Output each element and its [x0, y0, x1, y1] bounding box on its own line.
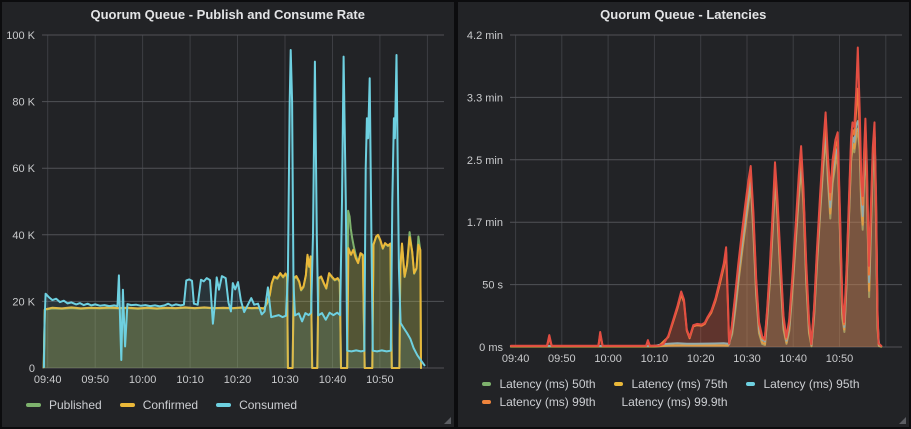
panel-latencies: Quorum Queue - Latencies 09:40 09:50 10:00… [457, 2, 910, 427]
y-tick-label: 20 K [12, 296, 35, 308]
series-area-consumed [43, 50, 425, 368]
legend-swatch [119, 403, 135, 407]
legend-item-published[interactable]: Published [26, 398, 102, 412]
x-tick-label: 10:10 [176, 374, 204, 386]
legend-swatch [481, 400, 492, 404]
x-tick-label: 10:40 [779, 353, 807, 365]
legend-swatch [26, 403, 41, 407]
y-tick-label: 80 K [12, 97, 35, 109]
legend-item-consumed[interactable]: Consumed [216, 398, 297, 412]
x-tick-label: 09:50 [548, 353, 576, 365]
panel-resize-handle[interactable] [899, 417, 906, 424]
x-tick-label: 10:50 [825, 353, 853, 365]
legend-label: Published [49, 398, 102, 412]
legend-swatch [613, 382, 624, 386]
x-tick-label: 10:20 [686, 353, 714, 365]
x-tick-label: 10:30 [271, 374, 299, 386]
legend-label: Latency (ms) 75th [631, 377, 728, 391]
x-tick-label: 10:20 [224, 374, 252, 386]
y-tick-label: 0 ms [479, 342, 503, 354]
legend-item-latency-ms-99-9th[interactable]: Latency (ms) 99.9th [614, 395, 728, 409]
x-tick-label: 10:30 [733, 353, 761, 365]
legend-swatch [745, 382, 756, 386]
x-tick-label: 10:50 [366, 374, 394, 386]
legend-label: Latency (ms) 99.9th [621, 395, 728, 409]
x-tick-label: 09:40 [34, 374, 62, 386]
legend-item-latency-ms-99th[interactable]: Latency (ms) 99th [481, 395, 596, 409]
legend-label: Latency (ms) 50th [499, 377, 596, 391]
latencies-chart[interactable]: 09:40 09:50 10:00 10:10 10:20 10:30 10:40 10:50… [458, 28, 910, 368]
y-tick-label: 100 K [6, 30, 35, 42]
x-tick-label: 10:10 [640, 353, 668, 365]
legend-item-latency-ms-50th[interactable]: Latency (ms) 50th [481, 377, 596, 391]
legend-swatch [481, 382, 492, 386]
x-tick-label: 10:40 [319, 374, 347, 386]
series-line-confirmed [42, 233, 422, 369]
y-tick-label: 4.2 min [466, 30, 502, 42]
x-tick-label: 09:50 [81, 374, 109, 386]
panel-title[interactable]: Quorum Queue - Latencies [600, 7, 767, 22]
x-tick-label: 10:00 [594, 353, 622, 365]
series-area-latency-ms-99-9th [510, 47, 881, 347]
x-tick-label: 09:40 [501, 353, 529, 365]
latencies-legend: Latency (ms) 50th Latency (ms) 75th Latenc… [458, 368, 910, 413]
series-area-confirmed [43, 234, 421, 368]
series-line-latency-ms-99-9th [509, 46, 882, 347]
legend-label: Consumed [239, 398, 298, 412]
y-tick-label: 40 K [12, 230, 35, 242]
legend-label: Latency (ms) 95th [763, 377, 860, 391]
publish-consume-legend: Published Confirmed Consumed [2, 389, 454, 416]
y-tick-label: 50 s [482, 280, 503, 292]
panel-resize-handle[interactable] [443, 417, 451, 424]
y-tick-label: 3.3 min [466, 92, 502, 104]
legend-swatch [216, 403, 232, 407]
series-area-published [43, 210, 421, 368]
series-line-consumed [42, 49, 426, 368]
y-tick-label: 0 [29, 363, 35, 375]
legend-item-confirmed[interactable]: Confirmed [119, 398, 199, 412]
panel-title[interactable]: Quorum Queue - Publish and Consume Rate [90, 7, 365, 22]
legend-label: Confirmed [142, 398, 199, 412]
publish-consume-chart[interactable]: 09:40 09:50 10:00 10:10 10:20 10:30 10:40 10:50… [2, 28, 453, 389]
y-tick-label: 2.5 min [466, 155, 502, 167]
panel-publish-consume-rate: Quorum Queue - Publish and Consume Rate … [2, 2, 454, 427]
legend-item-latency-ms-95th[interactable]: Latency (ms) 95th [745, 377, 860, 391]
y-tick-label: 1.7 min [466, 217, 502, 229]
legend-item-latency-ms-75th[interactable]: Latency (ms) 75th [613, 377, 728, 391]
x-tick-label: 10:00 [129, 374, 157, 386]
legend-label: Latency (ms) 99th [499, 395, 596, 409]
y-tick-label: 60 K [12, 163, 35, 175]
